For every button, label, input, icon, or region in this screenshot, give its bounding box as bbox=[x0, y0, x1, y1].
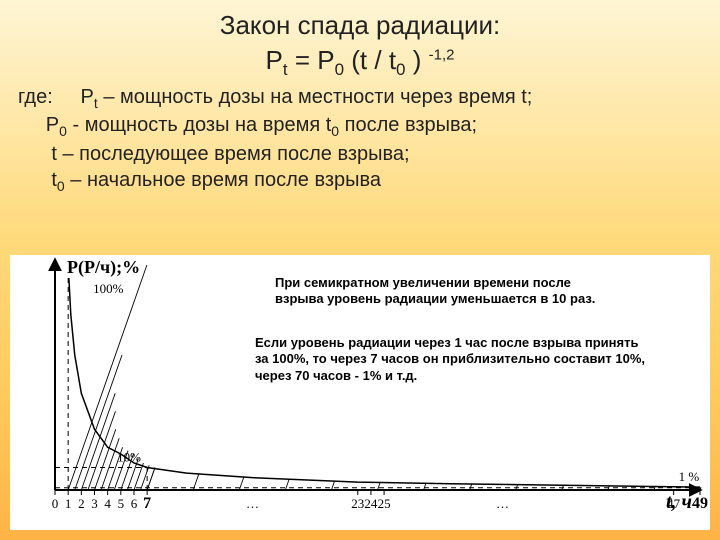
svg-text:2: 2 bbox=[78, 496, 85, 511]
svg-text:10%: 10% bbox=[117, 450, 141, 465]
definition-line: t – последующее время после взрыва; bbox=[18, 141, 702, 167]
svg-text:6: 6 bbox=[131, 496, 138, 511]
definition-line: P0 - мощность дозы на время t0 после взр… bbox=[18, 112, 702, 140]
svg-text:23: 23 bbox=[351, 496, 364, 511]
svg-text:1 %: 1 % bbox=[679, 469, 700, 484]
svg-text:7: 7 bbox=[143, 495, 151, 512]
svg-text:1: 1 bbox=[65, 496, 72, 511]
page-title: Закон спада радиации: bbox=[0, 0, 720, 41]
svg-text:49: 49 bbox=[692, 495, 708, 512]
y-axis-label: P(Р/ч);% bbox=[65, 257, 142, 278]
svg-text:3: 3 bbox=[91, 496, 98, 511]
svg-text:25: 25 bbox=[378, 496, 391, 511]
svg-text:…: … bbox=[246, 496, 259, 511]
decay-formula: Pt = P0 (t / t0 ) -1,2 bbox=[0, 45, 720, 80]
svg-text:5: 5 bbox=[118, 496, 125, 511]
x-axis-label: t, ч bbox=[666, 491, 692, 514]
svg-text:…: … bbox=[496, 496, 509, 511]
note-sevenfold: При семикратном увеличении времени после… bbox=[275, 275, 605, 308]
svg-text:100%: 100% bbox=[93, 281, 124, 296]
svg-text:4: 4 bbox=[104, 496, 111, 511]
svg-text:24: 24 bbox=[364, 496, 378, 511]
decay-chart: 01234567…232425…4749100%10%1 % P(Р/ч);% … bbox=[10, 255, 710, 530]
note-percentages: Если уровень радиации через 1 час после … bbox=[255, 335, 655, 384]
definition-line: где: Pt – мощность дозы на местности чер… bbox=[18, 84, 702, 112]
svg-text:0: 0 bbox=[52, 496, 59, 511]
variable-definitions: где: Pt – мощность дозы на местности чер… bbox=[18, 84, 702, 195]
definition-line: t0 – начальное время после взрыва bbox=[18, 167, 702, 195]
